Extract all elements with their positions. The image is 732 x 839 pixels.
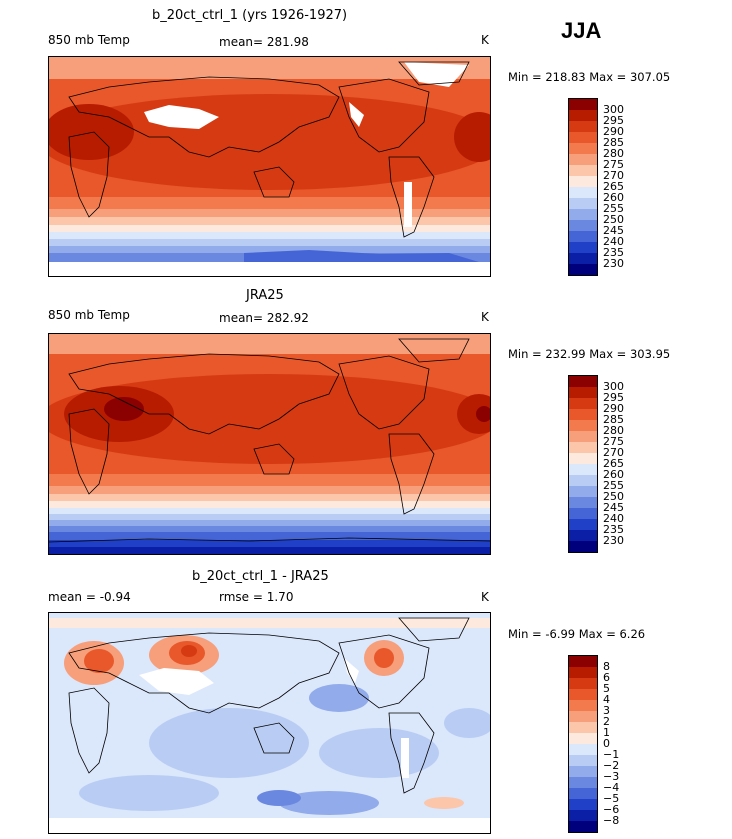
panel2-tick: 240 — [603, 512, 624, 525]
panel3-tick: 4 — [603, 693, 610, 706]
panel1-tick: 230 — [603, 257, 624, 270]
panel3-rmse-label: rmse = 1.70 — [219, 590, 294, 604]
panel2-tick: 300 — [603, 380, 624, 393]
panel3-tick: 5 — [603, 682, 610, 695]
panel2-tick: 265 — [603, 457, 624, 470]
panel3-minmax: Min = -6.99 Max = 6.26 — [508, 627, 646, 641]
panel3-tick: −6 — [603, 803, 620, 816]
panel2-tick: 230 — [603, 534, 624, 547]
panel2-tick: 270 — [603, 446, 624, 459]
panel1-tick: 255 — [603, 202, 624, 215]
panel1-tick: 300 — [603, 103, 624, 116]
panel3-tick: 0 — [603, 737, 610, 750]
panel1-tick: 240 — [603, 235, 624, 248]
panel1-tick: 285 — [603, 136, 624, 149]
panel2-tick: 295 — [603, 391, 624, 404]
panel3-tick: 6 — [603, 671, 610, 684]
panel2-minmax: Min = 232.99 Max = 303.95 — [508, 347, 671, 361]
panel3-tick: −1 — [603, 748, 620, 761]
panel1-tick: 250 — [603, 213, 624, 226]
panel2-tick: 260 — [603, 468, 624, 481]
panel1-tick: 290 — [603, 125, 624, 138]
panel3-tick: −2 — [603, 759, 620, 772]
panel1-tick: 275 — [603, 158, 624, 171]
panel2-tick: 235 — [603, 523, 624, 536]
panel1-tick: 265 — [603, 180, 624, 193]
panel2-colorbar — [568, 375, 598, 553]
panel3-mean-label: mean = -0.94 — [48, 590, 131, 604]
panel3-map — [48, 612, 491, 834]
panel1-minmax: Min = 218.83 Max = 307.05 — [508, 70, 671, 84]
panel2-tick: 290 — [603, 402, 624, 415]
panel2-title: JRA25 — [246, 288, 284, 303]
panel3-units: K — [481, 590, 489, 604]
panel3-tick: 8 — [603, 660, 610, 673]
panel1-tick: 260 — [603, 191, 624, 204]
panel1-tick: 280 — [603, 147, 624, 160]
panel2-tick: 255 — [603, 479, 624, 492]
panel2-mean-label: mean= 282.92 — [219, 311, 309, 325]
season-label: JJA — [561, 18, 602, 43]
panel1-tick: 245 — [603, 224, 624, 237]
panel2-tick: 280 — [603, 424, 624, 437]
panel2-field-label: 850 mb Temp — [48, 308, 130, 322]
panel1-title: b_20ct_ctrl_1 (yrs 1926-1927) — [152, 8, 348, 23]
panel2-units: K — [481, 310, 489, 324]
panel1-tick: 270 — [603, 169, 624, 182]
panel3-colorbar — [568, 655, 598, 833]
panel1-map — [48, 56, 491, 277]
panel2-map — [48, 333, 491, 555]
panel3-tick: 2 — [603, 715, 610, 728]
panel2-tick: 285 — [603, 413, 624, 426]
panel3-tick: 1 — [603, 726, 610, 739]
panel1-tick: 295 — [603, 114, 624, 127]
panel3-title: b_20ct_ctrl_1 - JRA25 — [192, 569, 329, 584]
panel3-tick: −3 — [603, 770, 620, 783]
panel3-tick: 3 — [603, 704, 610, 717]
panel1-tick: 235 — [603, 246, 624, 259]
panel1-field-label: 850 mb Temp — [48, 33, 130, 47]
panel1-colorbar — [568, 98, 598, 276]
panel2-tick: 275 — [603, 435, 624, 448]
panel3-tick: −5 — [603, 792, 620, 805]
panel3-tick: −4 — [603, 781, 620, 794]
panel2-tick: 250 — [603, 490, 624, 503]
panel1-mean-label: mean= 281.98 — [219, 35, 309, 49]
panel1-units: K — [481, 33, 489, 47]
panel3-tick: −8 — [603, 814, 620, 827]
panel2-tick: 245 — [603, 501, 624, 514]
